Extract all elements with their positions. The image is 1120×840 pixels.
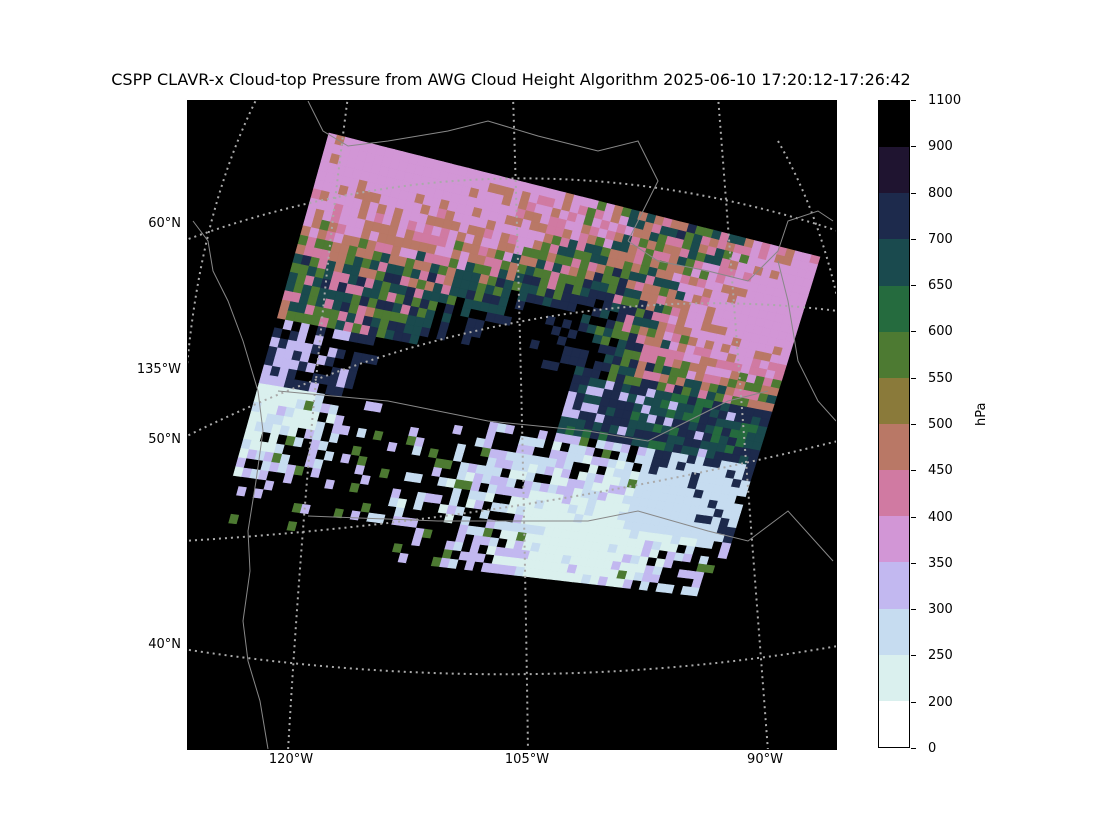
colorbar-tick	[911, 100, 916, 101]
colorbar-tick	[911, 238, 916, 240]
colorbar-segment	[879, 147, 909, 194]
graticule-line	[188, 177, 836, 241]
colorbar-tick-label: 800	[928, 185, 953, 201]
colorbar-tick	[911, 748, 916, 749]
map-panel[interactable]	[187, 100, 837, 750]
coastline-path	[307, 510, 834, 562]
colorbar-segment	[879, 423, 909, 471]
colorbar-tick	[911, 609, 916, 611]
graticule-line	[287, 101, 349, 749]
colorbar-tick-label: 1100	[928, 93, 962, 108]
graticule-lines	[188, 101, 836, 749]
map-canvas	[188, 101, 836, 749]
colorbar-segment	[879, 608, 909, 655]
lon-label-120w: 120°W	[268, 752, 314, 767]
colorbar-segment	[879, 285, 909, 332]
satellite-swath	[214, 132, 821, 599]
lat-label-50n: 50°N	[148, 432, 181, 447]
colorbar-tick-label: 450	[928, 463, 953, 479]
lon-label-135w: 135°W	[136, 362, 181, 377]
colorbar-tick-label: 200	[928, 694, 953, 710]
lat-label-40n: 40°N	[148, 637, 181, 652]
colorbar-segment	[879, 654, 909, 701]
coastline-path	[627, 210, 834, 282]
colorbar-tick-label: 600	[928, 324, 953, 340]
colorbar-tick-label: 0	[928, 741, 937, 756]
coastline-path	[192, 220, 269, 749]
colorbar-segment	[879, 516, 909, 563]
colorbar-segment	[879, 562, 909, 609]
colorbar-tick-label: 500	[928, 417, 953, 432]
colorbar-tick	[911, 470, 916, 472]
graticule-line	[188, 101, 257, 367]
colorbar-tick	[911, 377, 916, 379]
colorbar	[878, 100, 910, 748]
colorbar-tick-label: 550	[928, 370, 953, 386]
colorbar-tick	[911, 192, 916, 194]
graticule-line	[188, 645, 836, 676]
colorbar-tick	[911, 146, 916, 148]
colorbar-tick	[911, 701, 916, 703]
colorbar-unit-label: hPa	[974, 402, 989, 426]
coastline-path	[277, 390, 769, 442]
colorbar-tick-label: 300	[928, 602, 953, 618]
colorbar-tick	[911, 331, 916, 333]
coastline-path	[307, 101, 659, 242]
colorbar-tick-label: 400	[928, 509, 953, 525]
swath-cell	[705, 588, 717, 599]
lon-label-105w: 105°W	[504, 752, 550, 767]
chart-title: CSPP CLAVR-x Cloud-top Pressure from AWG…	[111, 70, 911, 89]
coastline-lines	[192, 101, 836, 749]
colorbar-segment	[879, 101, 909, 148]
colorbar-segment	[879, 470, 909, 517]
colorbar-tick-label: 650	[928, 278, 953, 294]
colorbar-tick	[911, 516, 916, 518]
colorbar-tick	[911, 424, 916, 425]
colorbar-tick	[911, 562, 916, 564]
graticule-line	[188, 440, 836, 542]
colorbar-tick-label: 250	[928, 648, 953, 664]
lat-label-60n: 60°N	[148, 216, 181, 231]
colorbar-segment	[879, 331, 909, 378]
colorbar-tick-label: 350	[928, 555, 953, 571]
colorbar-segment	[879, 700, 909, 747]
colorbar-tick-label: 700	[928, 231, 953, 247]
coastline-path	[777, 260, 836, 422]
colorbar-segment	[879, 239, 909, 286]
colorbar-tick	[911, 285, 916, 287]
colorbar-segment	[879, 193, 909, 240]
colorbar-segment	[879, 377, 909, 424]
graticule-line	[777, 140, 836, 297]
lon-label-90w: 90°W	[747, 752, 783, 767]
colorbar-tick	[911, 655, 916, 657]
colorbar-tick-label: 900	[928, 139, 953, 155]
